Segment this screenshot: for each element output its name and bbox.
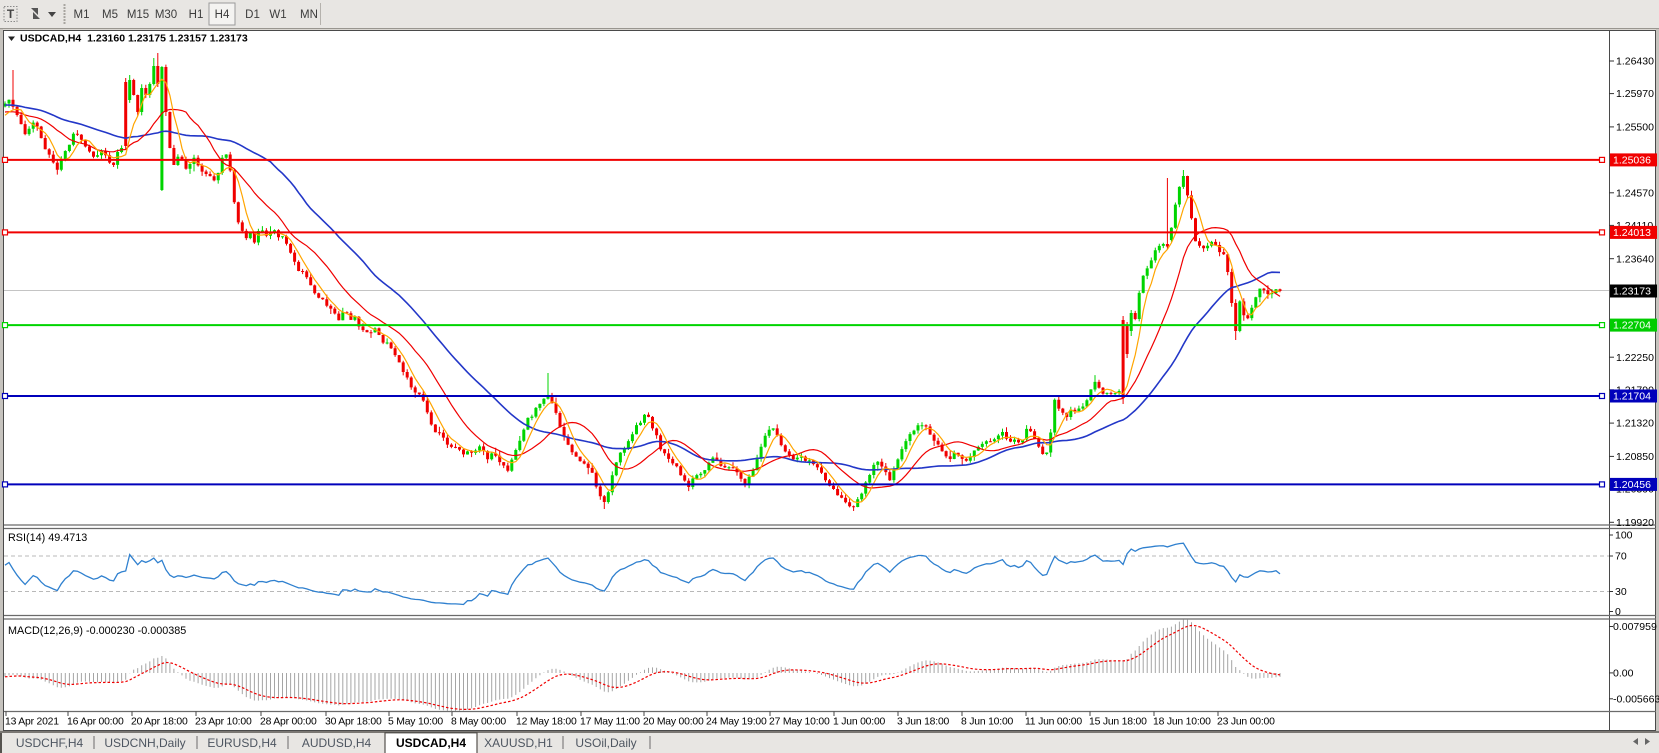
svg-text:23 Jun 00:00: 23 Jun 00:00 — [1217, 717, 1275, 728]
svg-text:70: 70 — [1615, 551, 1627, 563]
svg-text:RSI(14) 49.4713: RSI(14) 49.4713 — [8, 532, 87, 544]
svg-text:1.22704: 1.22704 — [1613, 320, 1651, 332]
svg-text:1.26430: 1.26430 — [1616, 56, 1654, 68]
svg-text:USDCAD,H4 1.23160 1.23175 1.2: USDCAD,H4 1.23160 1.23175 1.23157 1.2317… — [20, 33, 248, 45]
svg-text:1.25500: 1.25500 — [1616, 122, 1654, 134]
svg-text:H1: H1 — [189, 9, 204, 21]
svg-text:H4: H4 — [215, 9, 230, 21]
svg-text:11 Jun 00:00: 11 Jun 00:00 — [1025, 717, 1082, 728]
svg-text:EURUSD,H4: EURUSD,H4 — [207, 736, 277, 750]
svg-text:MACD(12,26,9) -0.000230 -0.000: MACD(12,26,9) -0.000230 -0.000385 — [8, 625, 186, 637]
svg-text:8 Jun 10:00: 8 Jun 10:00 — [961, 717, 1014, 728]
svg-text:USOil,Daily: USOil,Daily — [575, 736, 636, 750]
svg-text:USDCHF,H4: USDCHF,H4 — [16, 736, 84, 750]
svg-text:M1: M1 — [74, 9, 90, 21]
svg-text:1.21320: 1.21320 — [1616, 418, 1654, 430]
svg-text:D1: D1 — [245, 9, 260, 21]
svg-text:1.24570: 1.24570 — [1616, 187, 1654, 199]
svg-text:1.25970: 1.25970 — [1616, 88, 1654, 100]
svg-text:20 May 00:00: 20 May 00:00 — [643, 717, 704, 728]
svg-text:1.25036: 1.25036 — [1613, 155, 1651, 167]
svg-text:100: 100 — [1615, 530, 1633, 542]
svg-text:24 May 19:00: 24 May 19:00 — [706, 717, 767, 728]
svg-text:8 May 00:00: 8 May 00:00 — [451, 717, 506, 728]
svg-text:1.23640: 1.23640 — [1616, 253, 1654, 265]
svg-text:1.20850: 1.20850 — [1616, 451, 1654, 463]
svg-text:1.22250: 1.22250 — [1616, 352, 1654, 364]
svg-text:0.00: 0.00 — [1613, 668, 1634, 680]
svg-text:23 Apr 10:00: 23 Apr 10:00 — [195, 717, 252, 728]
svg-text:18 Jun 10:00: 18 Jun 10:00 — [1153, 717, 1211, 728]
svg-text:16 Apr 00:00: 16 Apr 00:00 — [67, 717, 124, 728]
svg-text:28 Apr 00:00: 28 Apr 00:00 — [260, 717, 317, 728]
svg-text:T: T — [7, 7, 15, 21]
svg-text:-0.005663: -0.005663 — [1613, 693, 1659, 705]
svg-text:1.23173: 1.23173 — [1613, 286, 1651, 298]
svg-text:13 Apr 2021: 13 Apr 2021 — [5, 717, 59, 728]
svg-text:1.21704: 1.21704 — [1613, 391, 1651, 403]
svg-text:12 May 18:00: 12 May 18:00 — [516, 717, 577, 728]
svg-text:5 May 10:00: 5 May 10:00 — [388, 717, 443, 728]
svg-text:1.20456: 1.20456 — [1613, 479, 1651, 491]
svg-text:27 May 10:00: 27 May 10:00 — [769, 717, 830, 728]
svg-text:15 Jun 18:00: 15 Jun 18:00 — [1089, 717, 1147, 728]
svg-text:3 Jun 18:00: 3 Jun 18:00 — [897, 717, 950, 728]
svg-text:30 Apr 18:00: 30 Apr 18:00 — [325, 717, 382, 728]
svg-text:0.007959: 0.007959 — [1613, 621, 1657, 633]
svg-text:M30: M30 — [155, 9, 177, 21]
svg-text:17 May 11:00: 17 May 11:00 — [580, 717, 640, 728]
svg-text:USDCAD,H4: USDCAD,H4 — [396, 736, 466, 750]
svg-text:0: 0 — [1615, 606, 1621, 618]
svg-text:XAUUSD,H1: XAUUSD,H1 — [484, 736, 553, 750]
svg-text:W1: W1 — [269, 9, 286, 21]
svg-text:M15: M15 — [127, 9, 149, 21]
svg-text:M5: M5 — [102, 9, 118, 21]
svg-text:USDCNH,Daily: USDCNH,Daily — [104, 736, 185, 750]
svg-text:1 Jun 00:00: 1 Jun 00:00 — [833, 717, 886, 728]
svg-text:MN: MN — [300, 9, 318, 21]
svg-text:20 Apr 18:00: 20 Apr 18:00 — [131, 717, 188, 728]
svg-text:1.19920: 1.19920 — [1616, 517, 1654, 529]
svg-text:1.24013: 1.24013 — [1613, 227, 1651, 239]
svg-text:AUDUSD,H4: AUDUSD,H4 — [302, 736, 372, 750]
svg-text:30: 30 — [1615, 586, 1627, 598]
